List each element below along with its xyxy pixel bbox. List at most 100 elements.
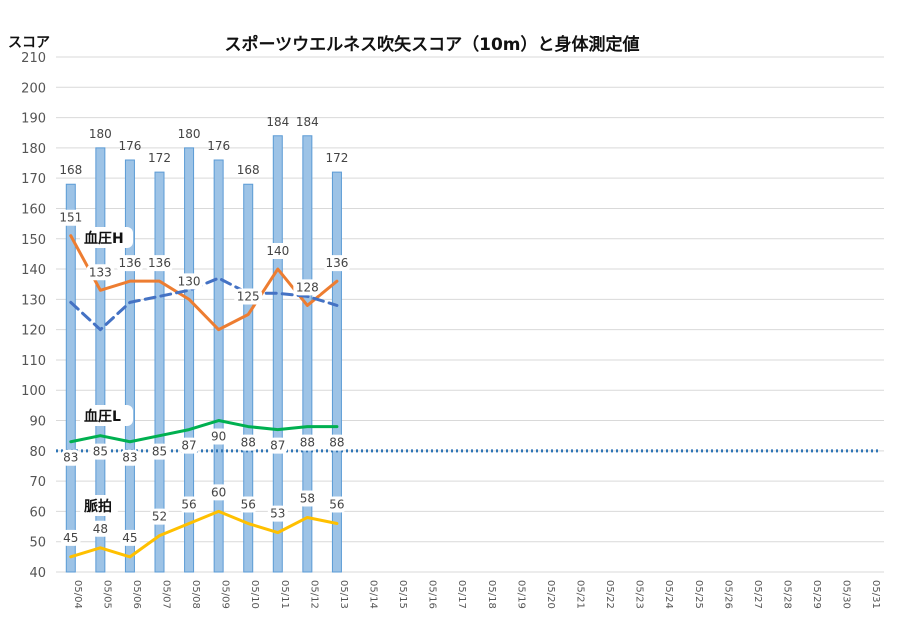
x-tick-label: 05/24 (663, 580, 674, 609)
y-tick-label: 90 (29, 415, 46, 430)
x-tick-label: 05/15 (397, 580, 408, 609)
x-tick-label: 05/17 (456, 580, 467, 609)
score-bar (124, 159, 135, 573)
data-label-bg (90, 520, 111, 537)
bar-value-label: 184 (266, 115, 289, 129)
data-label-bg (322, 255, 351, 272)
score-bar (184, 147, 195, 573)
y-tick-label: 180 (21, 142, 46, 157)
bar-value-label: 176 (207, 139, 230, 153)
series-data-label: 58 (300, 491, 315, 505)
series-line-0 (69, 234, 339, 332)
series-data-label: 128 (296, 280, 319, 294)
series-data-label: 88 (241, 436, 256, 450)
series-line-1 (69, 276, 339, 332)
series-data-label: 87 (181, 439, 196, 453)
bar-value-label: 172 (148, 151, 171, 165)
x-tick-labels: 05/04 05/05 05/06 05/07 05/08 05/09 05/10 05/11… (72, 580, 881, 609)
data-label-bg (293, 279, 322, 296)
series-data-label: 83 (63, 451, 78, 465)
series-line-3 (69, 509, 339, 559)
y-tick-label: 110 (21, 354, 46, 369)
series-data-label: 125 (237, 290, 260, 304)
score-bar (243, 183, 254, 573)
y-tick-label: 140 (21, 263, 46, 278)
bar-value-label: 168 (59, 163, 82, 177)
y-tick-label: 60 (29, 505, 46, 520)
series-data-label: 140 (266, 244, 289, 258)
data-label-bg (149, 443, 170, 460)
series-data-label: 87 (270, 439, 285, 453)
data-label-bg (208, 428, 229, 445)
series-data-label: 56 (181, 498, 196, 512)
bar-value-label: 172 (325, 151, 348, 165)
x-tick-label: 05/30 (841, 580, 852, 609)
data-label-bg (175, 273, 204, 290)
score-bar (213, 159, 224, 573)
series-data-label: 56 (329, 498, 344, 512)
series-name-bg (80, 405, 133, 426)
series-data-label: 136 (325, 256, 348, 270)
series-data-label: 60 (211, 485, 226, 499)
x-tick-label: 05/04 (72, 580, 83, 609)
y-tick-label: 50 (29, 536, 46, 551)
y-axis-label: スコア (8, 35, 50, 51)
x-tick-label: 05/08 (190, 580, 201, 609)
x-tick-label: 05/18 (486, 580, 497, 609)
y-tick-label: 200 (21, 81, 46, 96)
series-data-label: 136 (148, 256, 171, 270)
y-tick-label: 100 (21, 384, 46, 399)
bar-value-label: 180 (89, 127, 112, 141)
x-tick-label: 05/13 (338, 580, 349, 609)
data-label-bg (145, 255, 174, 272)
series-data-label: 136 (118, 256, 141, 270)
y-tick-label: 70 (29, 475, 46, 490)
data-labels: 168 180 176 172 180 176 168 184 184 172 151 133 136 1… (56, 115, 351, 546)
score-bar (272, 135, 283, 573)
series-data-label: 88 (300, 436, 315, 450)
series-name-label: 血圧H (84, 230, 124, 247)
series-data-label: 151 (59, 211, 82, 225)
x-tick-label: 05/26 (722, 580, 733, 609)
data-label-bg (297, 434, 318, 451)
x-tick-label: 05/20 (545, 580, 556, 609)
data-label-bg (115, 255, 144, 272)
data-label-bg (149, 508, 170, 525)
data-label-bg (179, 496, 200, 513)
series-data-label: 52 (152, 510, 167, 524)
series-data-label: 83 (122, 451, 137, 465)
x-tick-label: 05/23 (634, 580, 645, 609)
score-bar (65, 183, 76, 573)
data-label-bg (60, 529, 81, 546)
data-label-bg (326, 496, 347, 513)
series-name-label: 血圧L (84, 408, 121, 425)
data-label-bg (238, 496, 259, 513)
series-name-labels: 血圧H 血圧L 脈拍 (80, 227, 133, 516)
y-tick-label: 80 (29, 445, 46, 460)
data-label-bg (297, 490, 318, 507)
x-tick-label: 05/27 (752, 580, 763, 609)
series-data-label: 90 (211, 430, 226, 444)
y-tick-label: 120 (21, 324, 46, 339)
data-label-bg (326, 434, 347, 451)
y-tick-label: 150 (21, 233, 46, 248)
series-name-bg (80, 227, 133, 248)
series-data-label: 53 (270, 507, 285, 521)
x-tick-label: 05/10 (249, 580, 260, 609)
series-data-label: 48 (93, 522, 108, 536)
data-label-bg (238, 434, 259, 451)
x-tick-label: 05/06 (131, 580, 142, 609)
chart-title: スポーツウエルネス吹矢スコア（10m）と身体測定値 (224, 34, 639, 55)
score-bar (154, 171, 165, 573)
series-name-bg (80, 495, 118, 516)
score-bars (65, 135, 342, 573)
x-tick-label: 05/22 (604, 580, 615, 609)
x-tick-label: 05/28 (782, 580, 793, 609)
x-tick-label: 05/11 (279, 580, 290, 609)
x-tick-label: 05/21 (575, 580, 586, 609)
bar-value-label: 176 (118, 139, 141, 153)
y-tick-label: 130 (21, 293, 46, 308)
data-label-bg (179, 437, 200, 454)
x-tick-label: 05/19 (515, 580, 526, 609)
